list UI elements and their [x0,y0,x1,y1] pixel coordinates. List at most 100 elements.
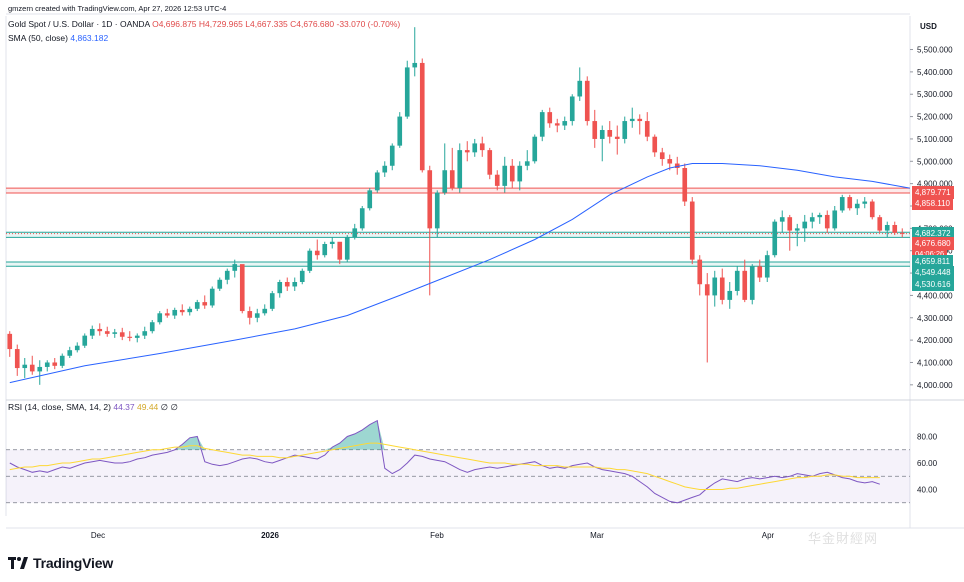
candle-body [502,165,508,186]
candle [862,197,868,209]
rsi-ma-value: 49.44 [137,402,159,412]
candle-body [367,190,373,209]
price-level-label[interactable]: 4,879.771 [912,186,954,199]
candle-body [659,152,665,160]
candle-body [224,270,230,280]
candle [457,143,463,193]
candle-body [119,332,125,337]
candle-body [592,121,598,139]
ohlc-open: O4,696.875 [152,19,197,29]
candle-body [82,335,88,346]
candle [719,268,725,305]
candle [802,214,808,242]
sma50-line [9,163,910,384]
sma-label: SMA (50, close) [8,33,68,43]
candle [554,118,560,133]
candle [412,27,418,77]
candle-body [622,121,628,139]
candle-body [847,197,853,209]
rsi-tick-label: 60.00 [917,459,938,468]
rsi-legend[interactable]: RSI (14, close, SMA, 14, 2) 44.37 49.44 … [8,402,178,413]
candle [539,109,545,142]
candle [179,304,185,316]
candle [187,306,193,316]
price-level-label[interactable]: 4,659.811 [912,255,953,268]
candle [847,194,853,211]
candle [344,235,350,262]
candle-body [839,197,845,211]
symbol-title[interactable]: Gold Spot / U.S. Dollar · 1D · OANDA [8,19,150,29]
candle [464,141,470,162]
candle [157,311,163,325]
brand-name: TradingView [33,555,114,571]
candle [884,221,890,238]
price-level-label[interactable]: 4,682.372 [912,227,954,240]
candle-body [719,277,725,300]
candle-body [359,208,365,229]
candle-body [629,118,635,122]
candle [637,114,643,135]
candle-body [674,163,680,168]
candle [202,295,208,309]
candle-body [704,284,710,296]
candle-body [172,309,178,316]
candle [209,286,215,308]
candle [389,143,395,171]
candle-body [727,290,733,300]
tradingview-brand[interactable]: TradingView [8,555,113,571]
candle [644,112,650,142]
candle [97,323,103,336]
candle [562,116,568,130]
candle [577,67,583,101]
x-tick-label: Dec [91,531,105,540]
currency-label[interactable]: USD [920,22,937,31]
y-tick-label: 4,400.000 [917,291,953,300]
candle-body [179,309,185,313]
candle-body [892,225,898,233]
rsi-tick-label: 40.00 [917,486,938,495]
ohlc-high: H4,729.965 [198,19,243,29]
candle [892,221,898,236]
candle-body [104,331,110,334]
candle [659,147,665,166]
candle-body [509,165,515,182]
candle [502,156,508,193]
candle-body [824,214,830,229]
candle-body [487,150,493,175]
candle-body [44,362,50,367]
candle [509,159,515,189]
candle [689,197,695,265]
candle [37,360,43,385]
candle [524,150,530,171]
candle [299,268,305,285]
candle-body [134,335,140,338]
candle [322,241,328,258]
candle [607,121,613,144]
candle-body [584,80,590,122]
sma-legend[interactable]: SMA (50, close) 4,863.182 [8,33,108,43]
price-level-label[interactable]: 4,676.680 [912,237,954,250]
candle-body [524,161,530,166]
y-tick-label: 5,100.000 [917,135,953,144]
price-level-label[interactable]: 4,549.448 [912,266,954,279]
candle [134,333,140,343]
candle [442,143,448,195]
candle-body [869,201,875,218]
candle-body [614,136,620,139]
candle [142,326,148,339]
candle [794,223,800,247]
candle-body [262,308,268,314]
price-level-label[interactable]: 4,858.110 [912,197,953,210]
candle [52,358,58,370]
candle-body [682,168,688,202]
candle-body [434,192,440,229]
candle [832,206,838,231]
creator-line: gmzern created with TradingView.com, Apr… [8,4,227,13]
candle [119,327,125,341]
candle [779,210,785,233]
candle [652,134,658,157]
candle [899,228,905,238]
candle-body [554,123,560,126]
price-level-label[interactable]: 4,530.616 [912,278,954,291]
